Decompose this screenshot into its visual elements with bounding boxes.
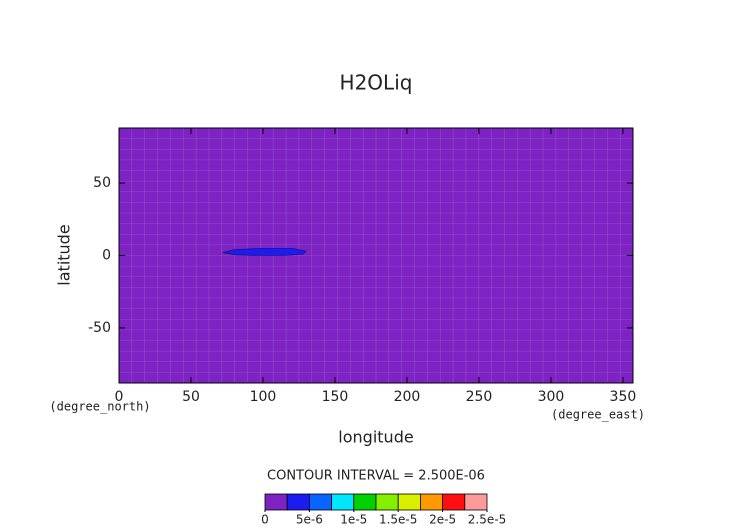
colorbar-label: 1e-5 [340,513,367,527]
colorbar-label: 2.5e-5 [468,513,506,527]
x-units: (degree_east) [551,408,645,422]
colorbar-swatch [286,493,310,511]
colorbar-swatch [464,493,488,511]
colorbar-label: 1.5e-5 [379,513,417,527]
x-tick-label: 150 [322,389,349,405]
colorbar-swatch [419,493,443,511]
chart-title: H2OLiq [340,71,413,95]
y-axis-label: latitude [55,224,74,285]
x-tick-label: 0 [115,389,124,405]
colorbar-label: 5e-6 [296,513,323,527]
colorbar-label: 2e-5 [429,513,456,527]
contour-region [222,247,307,256]
y-units: (degree_north) [49,400,150,414]
x-tick-label: 100 [250,389,277,405]
x-tick-label: 50 [182,389,200,405]
colorbar-swatch [442,493,466,511]
y-tick-label: 50 [93,175,111,191]
colorbar-swatch [331,493,355,511]
x-tick-label: 300 [538,389,565,405]
colorbar-swatch [308,493,332,511]
contour-interval: CONTOUR INTERVAL = 2.500E-06 [267,469,485,484]
y-tick-label: -50 [88,320,111,336]
plot-background [119,128,633,383]
colorbar-swatch [264,493,288,511]
x-tick-label: 250 [466,389,493,405]
colorbar-label: 0 [261,513,269,527]
x-tick-label: 350 [610,389,637,405]
colorbar-swatch [353,493,377,511]
y-tick-label: 0 [102,248,111,264]
x-axis-label: longitude [338,428,413,447]
colorbar-swatch [397,493,421,511]
x-tick-label: 200 [394,389,421,405]
colorbar-swatch [375,493,399,511]
